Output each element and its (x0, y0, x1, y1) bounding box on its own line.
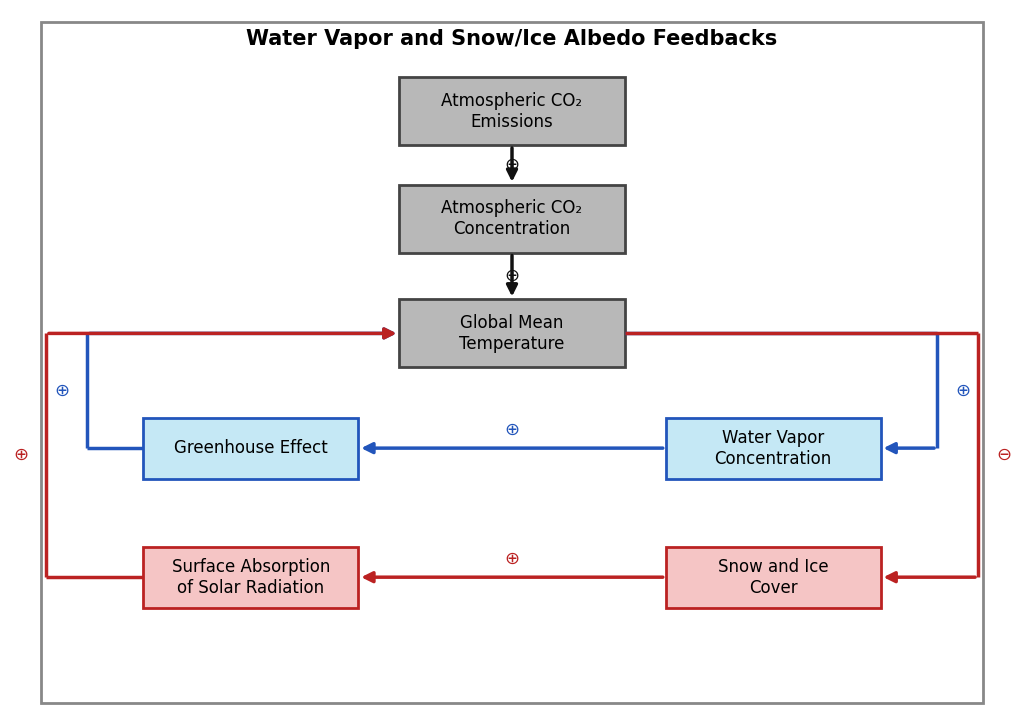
FancyBboxPatch shape (399, 77, 625, 145)
Text: Global Mean
Temperature: Global Mean Temperature (460, 314, 564, 353)
Text: Snow and Ice
Cover: Snow and Ice Cover (718, 558, 828, 597)
FancyBboxPatch shape (143, 417, 358, 479)
Text: ⊕: ⊕ (505, 156, 519, 174)
Text: Atmospheric CO₂
Emissions: Atmospheric CO₂ Emissions (441, 92, 583, 130)
FancyBboxPatch shape (666, 546, 881, 608)
Text: ⊕: ⊕ (955, 381, 970, 400)
Text: Water Vapor and Snow/Ice Albedo Feedbacks: Water Vapor and Snow/Ice Albedo Feedback… (247, 29, 777, 49)
FancyBboxPatch shape (143, 546, 358, 608)
Text: ⊕: ⊕ (505, 550, 519, 569)
Text: ⊕: ⊕ (505, 421, 519, 440)
Text: Surface Absorption
of Solar Radiation: Surface Absorption of Solar Radiation (172, 558, 330, 597)
Text: Greenhouse Effect: Greenhouse Effect (174, 439, 328, 457)
Text: ⊖: ⊖ (996, 446, 1011, 465)
Text: ⊕: ⊕ (54, 381, 69, 400)
Text: ⊕: ⊕ (13, 446, 28, 465)
Text: Atmospheric CO₂
Concentration: Atmospheric CO₂ Concentration (441, 199, 583, 238)
FancyBboxPatch shape (666, 417, 881, 479)
FancyBboxPatch shape (41, 22, 983, 703)
Text: Water Vapor
Concentration: Water Vapor Concentration (715, 429, 831, 467)
Text: ⊕: ⊕ (505, 267, 519, 285)
FancyBboxPatch shape (399, 300, 625, 367)
FancyBboxPatch shape (399, 185, 625, 253)
